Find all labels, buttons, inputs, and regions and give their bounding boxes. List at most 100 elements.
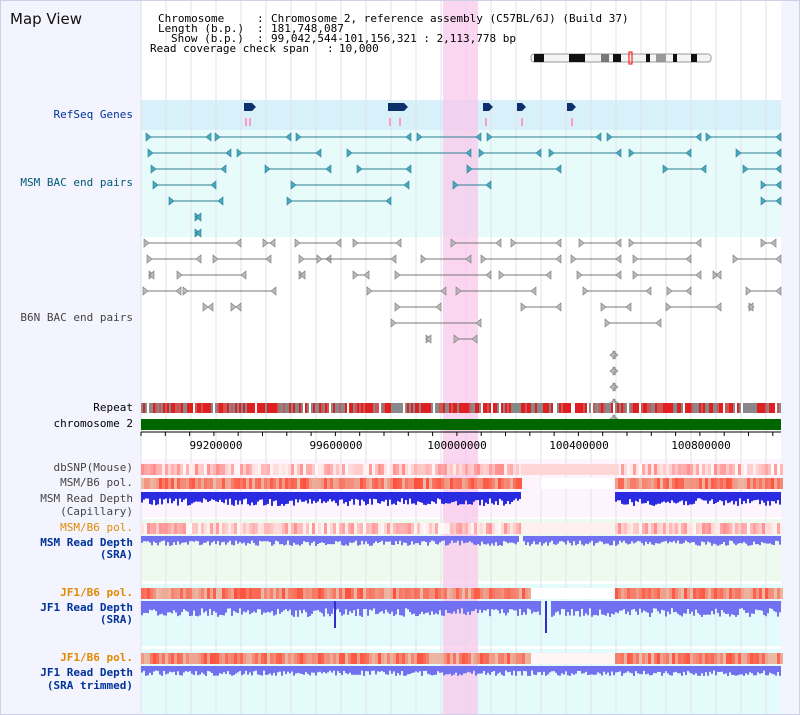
depth-bar bbox=[687, 666, 689, 671]
refseq-gene bbox=[244, 103, 252, 111]
repeat-segment bbox=[477, 403, 479, 413]
depth-bar bbox=[595, 666, 597, 675]
repeat-segment bbox=[495, 403, 497, 413]
heat-cell bbox=[678, 478, 681, 489]
heat-cell bbox=[699, 464, 702, 475]
depth-bar bbox=[765, 666, 767, 676]
depth-bar bbox=[359, 536, 361, 545]
depth-bar bbox=[449, 536, 451, 544]
repeat-segment bbox=[233, 403, 235, 413]
track-label-b6n-bac[interactable]: B6N BAC end pairs bbox=[20, 311, 133, 324]
repeat-segment bbox=[625, 403, 627, 413]
depth-bar bbox=[663, 601, 665, 611]
depth-bar bbox=[227, 666, 229, 672]
depth-bar bbox=[679, 492, 681, 502]
repeat-segment bbox=[563, 403, 565, 413]
heat-cell bbox=[237, 464, 240, 475]
depth-bar bbox=[149, 666, 151, 673]
track-label-jf1-read-depth-trimmed[interactable]: JF1 Read Depth bbox=[40, 666, 133, 679]
heat-cell bbox=[723, 478, 726, 489]
heat-cell bbox=[504, 478, 507, 489]
track-label-dbsnp[interactable]: dbSNP(Mouse) bbox=[53, 461, 133, 474]
heat-cell bbox=[426, 588, 429, 599]
heat-cell bbox=[168, 464, 171, 475]
heat-cell bbox=[456, 464, 459, 475]
heat-cell bbox=[396, 588, 399, 599]
depth-bar bbox=[419, 666, 421, 672]
heat-cell bbox=[417, 523, 420, 534]
heat-cell bbox=[732, 478, 735, 489]
heat-cell bbox=[405, 478, 408, 489]
depth-bar bbox=[651, 492, 653, 506]
depth-bar bbox=[667, 666, 669, 674]
depth-bar bbox=[265, 601, 267, 613]
depth-bar bbox=[719, 536, 721, 545]
depth-bar bbox=[315, 666, 317, 676]
repeat-segment bbox=[205, 403, 207, 413]
heat-cell bbox=[402, 588, 405, 599]
track-label-jf1-b6-pol[interactable]: JF1/B6 pol. bbox=[60, 586, 133, 599]
track-label-msm-read-depth-sra[interactable]: MSM Read Depth bbox=[40, 536, 133, 549]
heat-cell bbox=[756, 588, 759, 599]
repeat-segment bbox=[699, 403, 701, 413]
repeat-segment bbox=[257, 403, 259, 413]
heat-cell bbox=[483, 523, 486, 534]
track-label-msm-bac[interactable]: MSM BAC end pairs bbox=[20, 176, 133, 189]
depth-bar bbox=[299, 601, 301, 611]
depth-bar bbox=[715, 601, 717, 609]
heat-cell bbox=[744, 523, 747, 534]
track-label-msm-read-depth-capillary[interactable]: MSM Read Depth bbox=[40, 492, 133, 505]
heat-cell bbox=[159, 464, 162, 475]
b6n-bac-pair-end bbox=[465, 254, 472, 264]
depth-bar bbox=[701, 601, 703, 617]
heat-cell bbox=[459, 653, 462, 664]
heat-cell bbox=[207, 653, 210, 664]
depth-bar bbox=[267, 536, 269, 542]
heat-cell bbox=[306, 653, 309, 664]
heat-cell bbox=[339, 523, 342, 534]
depth-bar bbox=[733, 666, 735, 676]
depth-bar bbox=[715, 666, 717, 676]
heat-cell bbox=[249, 588, 252, 599]
heat-cell bbox=[252, 588, 255, 599]
depth-bar bbox=[527, 666, 529, 676]
depth-bar bbox=[415, 492, 417, 505]
heat-cell bbox=[645, 653, 648, 664]
depth-bar bbox=[473, 601, 475, 611]
msm-bac-pair-end bbox=[403, 180, 410, 190]
depth-bar bbox=[311, 601, 313, 614]
heat-cell bbox=[423, 523, 426, 534]
heat-cell bbox=[321, 588, 324, 599]
track-label-refseq[interactable]: RefSeq Genes bbox=[53, 108, 133, 121]
repeat-segment bbox=[685, 403, 687, 413]
depth-bar bbox=[259, 666, 261, 675]
depth-bar bbox=[213, 536, 215, 542]
depth-bar bbox=[749, 492, 751, 504]
depth-bar bbox=[349, 492, 351, 502]
heat-cell bbox=[231, 653, 234, 664]
depth-bar bbox=[181, 666, 183, 676]
heat-cell bbox=[246, 588, 249, 599]
track-label-msm-b6-pol[interactable]: MSM/B6 pol. bbox=[60, 476, 133, 489]
msm-bac-pair-end bbox=[295, 132, 302, 142]
depth-bar bbox=[615, 601, 617, 613]
depth-bar bbox=[617, 492, 619, 501]
repeat-segment bbox=[321, 403, 323, 413]
depth-bar bbox=[243, 536, 245, 543]
depth-bar bbox=[165, 536, 167, 546]
track-label-jf1-read-depth-sra[interactable]: JF1 Read Depth bbox=[40, 601, 133, 614]
repeat-segment bbox=[723, 403, 725, 413]
heat-cell bbox=[780, 478, 783, 489]
track-label-jf1-b6-pol-2[interactable]: JF1/B6 pol. bbox=[60, 651, 133, 664]
track-label-msm-b6-pol-2[interactable]: MSM/B6 pol. bbox=[60, 521, 133, 534]
depth-bar bbox=[735, 666, 737, 676]
track-label-repeat[interactable]: Repeat bbox=[93, 401, 133, 414]
ideogram-band bbox=[673, 54, 677, 62]
heat-cell bbox=[501, 478, 504, 489]
heat-cell bbox=[270, 588, 273, 599]
heat-cell bbox=[684, 653, 687, 664]
heat-cell bbox=[183, 464, 186, 475]
heat-cell bbox=[312, 478, 315, 489]
track-label-chromosome[interactable]: chromosome 2 bbox=[53, 417, 133, 430]
